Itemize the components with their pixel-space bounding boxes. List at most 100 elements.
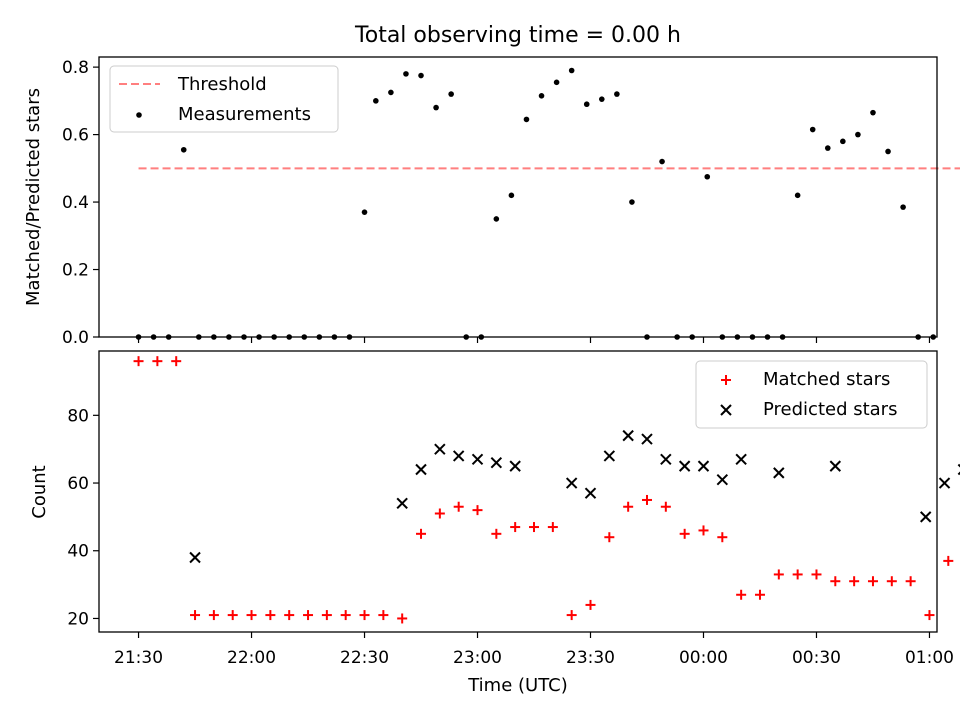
predicted-point xyxy=(584,487,597,499)
legend-predicted-label: Predicted stars xyxy=(763,399,897,420)
bottom-xtick-label: 22:30 xyxy=(340,648,389,668)
matched-point xyxy=(397,613,408,624)
legend-predicted-swatch xyxy=(720,404,732,416)
measurement-point xyxy=(523,116,530,123)
measurement-point xyxy=(403,71,409,77)
top-ytick-label: 0.8 xyxy=(62,58,89,78)
legend-matched-marker xyxy=(721,375,731,385)
measurement-point xyxy=(885,148,891,155)
matched-point xyxy=(321,610,332,621)
predicted-point xyxy=(396,497,408,510)
measurement-point xyxy=(870,109,876,116)
matched-point xyxy=(284,610,295,621)
matched-point xyxy=(340,610,351,621)
predicted-point xyxy=(919,511,932,523)
matched-point xyxy=(886,576,897,587)
matched-point xyxy=(152,356,163,367)
bottom-ytick-label: 20 xyxy=(67,609,89,629)
bottom-xtick-label: 21:30 xyxy=(114,648,163,668)
matched-point xyxy=(416,528,427,539)
measurement-point xyxy=(180,146,187,153)
top-ytick-label: 0.4 xyxy=(62,193,89,213)
measurement-point xyxy=(361,209,368,215)
matched-point xyxy=(924,610,935,621)
measurement-point xyxy=(373,98,379,104)
top-axes-frame xyxy=(98,56,938,338)
top-legend-box xyxy=(109,65,339,133)
bottom-xtick-label: 01:00 xyxy=(905,648,954,668)
matched-point xyxy=(849,576,860,587)
matched-point xyxy=(453,501,464,512)
matched-point xyxy=(943,555,954,566)
top-legend: Threshold Measurements xyxy=(109,65,339,133)
bottom-xtick-label: 22:00 xyxy=(227,648,276,668)
predicted-point xyxy=(938,477,951,489)
measurement-point xyxy=(809,126,816,133)
matched-point xyxy=(510,522,521,533)
measurement-point xyxy=(855,131,861,138)
matched-point xyxy=(491,528,502,539)
matched-point xyxy=(698,525,709,536)
matched-point xyxy=(208,610,219,621)
predicted-point xyxy=(660,453,672,466)
bottom-ytick-label: 40 xyxy=(67,542,89,562)
matched-point xyxy=(679,528,690,539)
measurement-point xyxy=(568,67,575,74)
bottom-panel: 20 40 60 80 21:30 22:00 22:30 23:00 23:30 00:00 0… xyxy=(29,350,960,696)
predicted-point xyxy=(189,551,201,564)
measurement-point xyxy=(824,145,831,151)
predicted-point xyxy=(509,460,521,472)
predicted-point xyxy=(415,463,427,476)
measurement-point xyxy=(900,204,906,210)
top-ytick-label: 0.6 xyxy=(62,126,89,146)
matched-point xyxy=(641,494,652,505)
measurement-point xyxy=(794,192,801,199)
measurement-point xyxy=(599,96,605,102)
predicted-point xyxy=(622,429,634,442)
matched-point xyxy=(754,589,765,600)
measurement-point xyxy=(583,101,590,108)
matched-point xyxy=(604,532,615,543)
bottom-xtick-label: 23:00 xyxy=(453,648,502,668)
matched-point xyxy=(472,505,483,516)
predicted-point xyxy=(565,477,578,489)
matched-point xyxy=(529,522,540,533)
matched-point xyxy=(171,356,182,367)
matched-point xyxy=(359,610,370,621)
bottom-ytick-label: 80 xyxy=(67,406,89,426)
measurement-point xyxy=(508,192,515,199)
measurement-point xyxy=(388,89,394,96)
top-ylabel: Matched/Predicted stars xyxy=(23,88,44,306)
matched-point xyxy=(811,569,822,580)
legend-threshold-label: Threshold xyxy=(177,74,267,95)
matched-point xyxy=(547,522,558,533)
measurement-point xyxy=(614,91,620,97)
matched-point xyxy=(566,610,577,621)
matched-point xyxy=(773,569,784,580)
predicted-point xyxy=(490,457,503,469)
matched-point xyxy=(830,576,841,587)
bottom-ylabel: Count xyxy=(29,465,50,518)
matched-point xyxy=(434,508,445,519)
matched-point xyxy=(133,356,144,367)
matched-point xyxy=(623,501,634,512)
legend-measurements-label: Measurements xyxy=(178,104,311,125)
predicted-point xyxy=(471,453,484,466)
matched-point xyxy=(867,576,878,587)
matched-point xyxy=(265,610,276,621)
bottom-ytick-label: 60 xyxy=(67,474,89,494)
predicted-point xyxy=(829,460,842,472)
measurement-point xyxy=(418,72,424,79)
predicted-point xyxy=(452,450,465,462)
top-ytick-label: 0.0 xyxy=(62,328,89,348)
matched-point xyxy=(303,610,314,621)
chart-title: Total observing time = 0.00 h xyxy=(354,23,681,48)
legend-matched-label: Matched stars xyxy=(763,369,890,390)
predicted-point xyxy=(434,443,446,455)
measurement-point xyxy=(433,104,439,111)
bottom-axes-frame xyxy=(98,350,938,633)
bottom-legend-box xyxy=(695,360,928,429)
measurement-point xyxy=(840,138,846,145)
matched-point xyxy=(792,569,803,580)
